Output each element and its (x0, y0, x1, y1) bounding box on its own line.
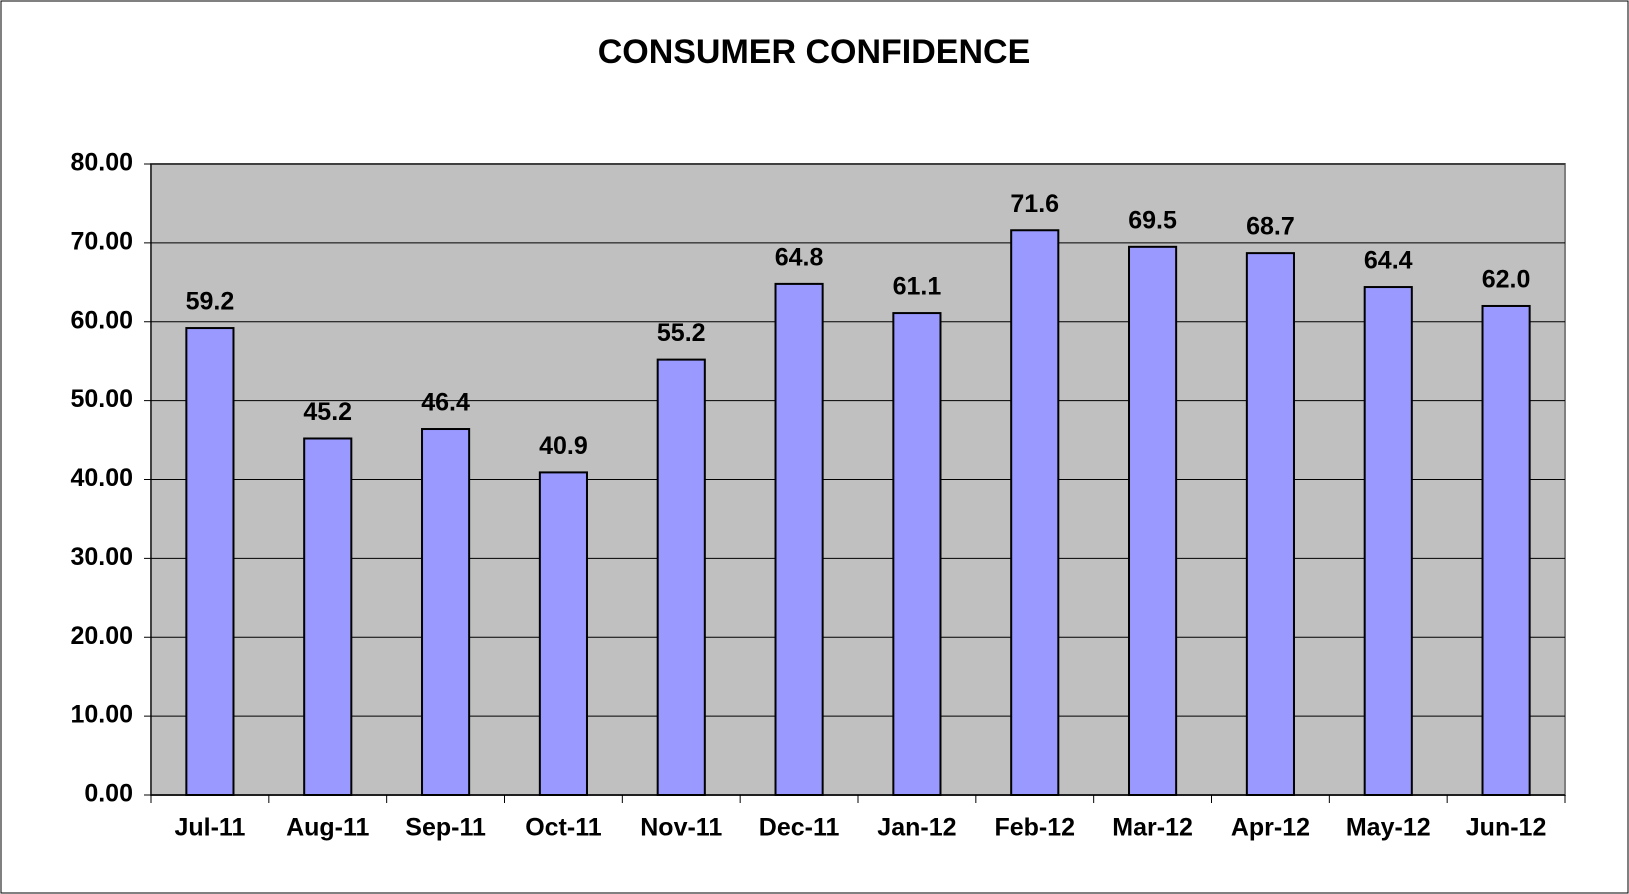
x-tick-label: Dec-11 (759, 814, 840, 842)
data-label: 46.4 (421, 389, 470, 417)
y-tick-label: 80.00 (70, 149, 133, 177)
y-tick-label: 20.00 (70, 622, 133, 650)
y-tick-label: 30.00 (70, 543, 133, 571)
bar (538, 471, 588, 796)
x-tick-label: Sep-11 (405, 814, 486, 842)
data-label: 61.1 (893, 273, 942, 301)
data-label: 62.0 (1482, 266, 1531, 294)
x-tick-label: May-12 (1346, 814, 1431, 842)
y-tick-label: 10.00 (70, 701, 133, 729)
x-tick-label: Jun-12 (1466, 814, 1547, 842)
bar (1363, 286, 1413, 796)
data-label: 71.6 (1010, 190, 1059, 218)
x-tick-label: Mar-12 (1112, 814, 1193, 842)
bar (1128, 245, 1178, 797)
bar (303, 437, 353, 796)
y-tick-label: 40.00 (70, 464, 133, 492)
x-tick-label: Jul-11 (174, 814, 245, 842)
y-tick-label: 70.00 (70, 227, 133, 255)
data-label: 55.2 (657, 319, 706, 347)
bar (1481, 304, 1531, 796)
data-label: 64.4 (1364, 247, 1413, 275)
x-tick-label: Apr-12 (1231, 814, 1310, 842)
data-label: 68.7 (1246, 213, 1295, 241)
bar (1010, 229, 1060, 796)
y-tick-label: 60.00 (70, 306, 133, 334)
x-tick-label: Oct-11 (525, 814, 602, 842)
bar (774, 282, 824, 796)
x-tick-label: Aug-11 (286, 814, 369, 842)
x-tick-label: Feb-12 (994, 814, 1075, 842)
bar (185, 327, 235, 796)
chart-title: CONSUMER CONFIDENCE (598, 33, 1031, 71)
data-label: 69.5 (1128, 206, 1177, 234)
data-label: 59.2 (186, 288, 235, 316)
y-tick-label: 0.00 (84, 780, 133, 808)
bar (656, 358, 706, 796)
data-label: 40.9 (539, 432, 588, 460)
x-tick-label: Jan-12 (877, 814, 956, 842)
bar (892, 312, 942, 796)
bar (421, 428, 471, 796)
x-tick-label: Nov-11 (640, 814, 722, 842)
bar (1245, 252, 1295, 797)
data-label: 45.2 (303, 398, 352, 426)
y-tick-label: 50.00 (70, 385, 133, 413)
data-label: 64.8 (775, 243, 824, 271)
